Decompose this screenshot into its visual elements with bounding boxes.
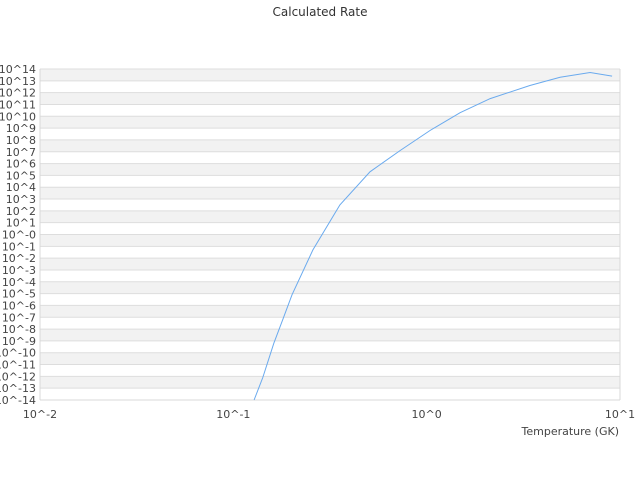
y-tick-label: 10^-6: [2, 299, 36, 312]
chart-title: Calculated Rate: [273, 5, 368, 19]
grid-band: [40, 376, 620, 389]
y-tick-label: 10^4: [6, 181, 36, 194]
grid-band: [40, 269, 620, 282]
grid-band: [40, 128, 620, 140]
y-tick-label: 10^2: [6, 205, 36, 218]
y-tick-label: 10^-14: [0, 394, 36, 407]
y-tick-label: 10^10: [0, 110, 36, 123]
grid-band: [40, 234, 620, 247]
grid-band: [40, 352, 620, 365]
y-tick-label: 10^-10: [0, 347, 36, 360]
y-tick-label: 10^-7: [2, 311, 36, 324]
x-tick-label: 10^-1: [216, 408, 250, 421]
grid-band: [40, 340, 620, 353]
grid-band: [40, 317, 620, 330]
grid-band: [40, 92, 620, 105]
x-axis-label: Temperature (GK): [521, 425, 620, 438]
x-tick-label: 10^0: [412, 408, 442, 421]
grid-band: [40, 163, 620, 176]
y-tick-label: 10^14: [0, 63, 36, 76]
grid-band: [40, 139, 620, 152]
y-tick-label: 10^13: [0, 75, 36, 88]
y-tick-label: 10^-8: [2, 323, 36, 336]
y-tick-label: 10^-0: [2, 229, 36, 242]
grid-band: [40, 69, 620, 81]
y-tick-label: 10^1: [6, 217, 36, 230]
grid-band: [40, 281, 620, 294]
y-tick-label: 10^5: [6, 169, 36, 182]
y-tick-label: 10^-3: [2, 264, 36, 277]
y-tick-label: 10^-13: [0, 382, 36, 395]
grid-band: [40, 329, 620, 341]
y-tick-label: 10^3: [6, 193, 36, 206]
grid-band: [40, 246, 620, 259]
grid-band: [40, 187, 620, 200]
y-tick-label: 10^-11: [0, 359, 36, 372]
y-tick-label: 10^-9: [2, 335, 36, 348]
grid-band: [40, 388, 620, 400]
grid-band: [40, 199, 620, 211]
grid-band: [40, 258, 620, 270]
y-tick-label: 10^-1: [2, 240, 36, 253]
grid-band: [40, 151, 620, 164]
y-tick-label: 10^12: [0, 87, 36, 100]
grid-band: [40, 364, 620, 377]
grid-band: [40, 175, 620, 188]
y-tick-label: 10^7: [6, 146, 36, 159]
grid-band: [40, 210, 620, 223]
x-tick-label: 10^1: [605, 408, 635, 421]
grid-band: [40, 80, 620, 93]
y-tick-label: 10^-4: [2, 276, 36, 289]
y-tick-label: 10^-2: [2, 252, 36, 265]
series-line: [253, 71, 613, 401]
grid-band: [40, 222, 620, 235]
grid-band: [40, 104, 620, 117]
grid-band: [40, 116, 620, 129]
y-tick-label: 10^8: [6, 134, 36, 147]
y-tick-label: 10^6: [6, 158, 36, 171]
grid-band: [40, 293, 620, 306]
x-tick-label: 10^-2: [23, 408, 57, 421]
y-tick-label: 10^11: [0, 98, 36, 111]
y-tick-label: 10^-5: [2, 288, 36, 301]
y-tick-label: 10^-12: [0, 370, 36, 383]
grid-band: [40, 305, 620, 318]
y-tick-label: 10^9: [6, 122, 36, 135]
